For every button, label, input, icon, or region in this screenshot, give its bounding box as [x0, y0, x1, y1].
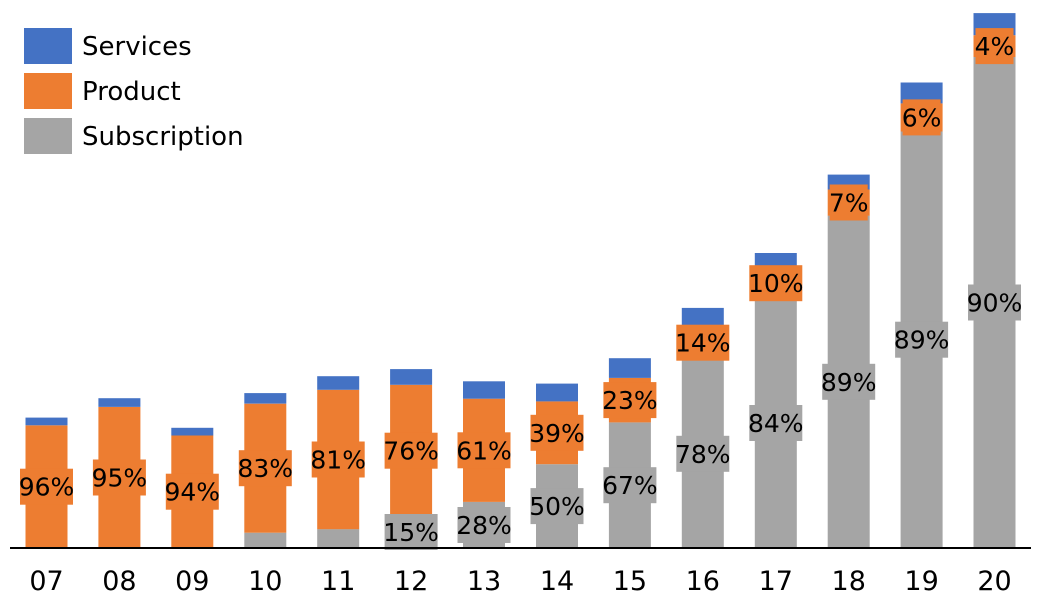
label-box-subscription-12 [384, 514, 438, 550]
bar-subscription-10 [244, 532, 287, 548]
data-label-product-13: 61% [456, 436, 512, 465]
label-box-product-16 [676, 324, 730, 361]
legend-label-product: Product [82, 77, 181, 107]
bar-services-15 [608, 358, 651, 378]
x-tick-label-17: 17 [759, 566, 793, 597]
data-label-product-17: 10% [748, 269, 804, 298]
label-box-subscription-15 [603, 467, 657, 504]
x-tick-label-13: 13 [467, 566, 501, 597]
label-box-product-09 [165, 473, 219, 510]
data-label-subscription-15: 67% [602, 471, 658, 500]
bar-services-13 [463, 381, 505, 399]
data-label-product-19: 6% [902, 103, 942, 132]
x-tick-label-15: 15 [613, 566, 647, 597]
label-box-product-13 [457, 432, 511, 469]
bar-services-12 [390, 369, 433, 385]
bar-services-16 [681, 307, 724, 326]
data-label-subscription-13: 28% [456, 511, 512, 540]
x-tick-label-08: 08 [102, 566, 136, 597]
bar-services-17 [754, 253, 797, 269]
bar-services-09 [171, 427, 214, 436]
x-tick-label-09: 09 [175, 566, 209, 597]
data-label-product-20: 4% [975, 32, 1015, 61]
bar-services-19 [900, 82, 943, 104]
data-label-subscription-17: 84% [748, 409, 804, 438]
x-tick-label-16: 16 [686, 566, 720, 597]
data-label-subscription-19: 89% [894, 326, 950, 355]
x-tick-label-07: 07 [29, 566, 63, 597]
label-box-product-07 [20, 468, 73, 505]
x-tick-label-20: 20 [977, 566, 1011, 597]
label-box-product-12 [384, 432, 438, 469]
x-tick-label-14: 14 [540, 566, 574, 597]
label-box-subscription-19 [895, 321, 949, 358]
x-tick-label-10: 10 [248, 566, 282, 597]
bar-services-10 [244, 393, 287, 404]
label-box-product-19 [902, 99, 941, 136]
label-box-subscription-20 [968, 284, 1021, 321]
x-tick-labels: 07 08 09 10 11 12 13 14 15 16 17 18 19 20 [29, 566, 1011, 597]
bar-subscription-11 [317, 529, 360, 548]
legend-swatch-product [24, 73, 72, 109]
label-box-subscription-16 [676, 435, 730, 472]
label-box-product-18 [829, 184, 868, 221]
label-box-subscription-13 [457, 507, 511, 543]
label-box-product-10 [238, 450, 292, 487]
legend-label-services: Services [82, 32, 192, 62]
data-label-product-10: 83% [238, 454, 294, 483]
data-label-product-09: 94% [165, 478, 221, 507]
label-box-product-11 [311, 441, 365, 478]
x-tick-label-12: 12 [394, 566, 428, 597]
data-label-product-16: 14% [675, 329, 731, 358]
bar-services-14 [536, 383, 578, 402]
legend-swatch-services [24, 28, 72, 64]
x-tick-label-18: 18 [832, 566, 866, 597]
legend-swatch-subscription [24, 118, 72, 154]
data-label-product-18: 7% [829, 189, 869, 218]
data-label-product-15: 23% [602, 386, 658, 415]
data-label-subscription-20: 90% [967, 289, 1023, 318]
label-box-subscription-17 [749, 405, 803, 441]
label-box-subscription-14 [530, 488, 584, 525]
label-box-product-08 [92, 459, 146, 496]
data-label-product-08: 95% [92, 464, 148, 493]
data-labels-layer: 96% 95% 94% 83% 81% 15% 76% 28% 61% 50% 39% 67% 23% 7… [19, 28, 1023, 550]
x-tick-label-19: 19 [904, 566, 938, 597]
data-label-subscription-14: 50% [529, 492, 585, 521]
data-label-product-12: 76% [383, 437, 439, 466]
bar-services-07 [25, 417, 68, 426]
label-box-product-15 [603, 382, 657, 419]
data-label-product-11: 81% [310, 446, 366, 475]
legend-label-subscription: Subscription [82, 122, 244, 152]
data-label-subscription-16: 78% [675, 440, 731, 469]
bar-services-08 [98, 398, 141, 407]
label-box-subscription-18 [822, 363, 876, 400]
data-label-product-14: 39% [529, 419, 585, 448]
x-tick-label-11: 11 [321, 566, 355, 597]
label-box-product-14 [530, 414, 584, 451]
legend: Services Product Subscription [24, 28, 244, 154]
data-label-subscription-12: 15% [383, 518, 439, 547]
label-box-product-17 [749, 265, 803, 302]
label-box-product-20 [975, 28, 1014, 65]
data-label-subscription-18: 89% [821, 368, 877, 397]
data-label-product-07: 96% [19, 473, 75, 502]
bar-services-11 [317, 376, 360, 390]
